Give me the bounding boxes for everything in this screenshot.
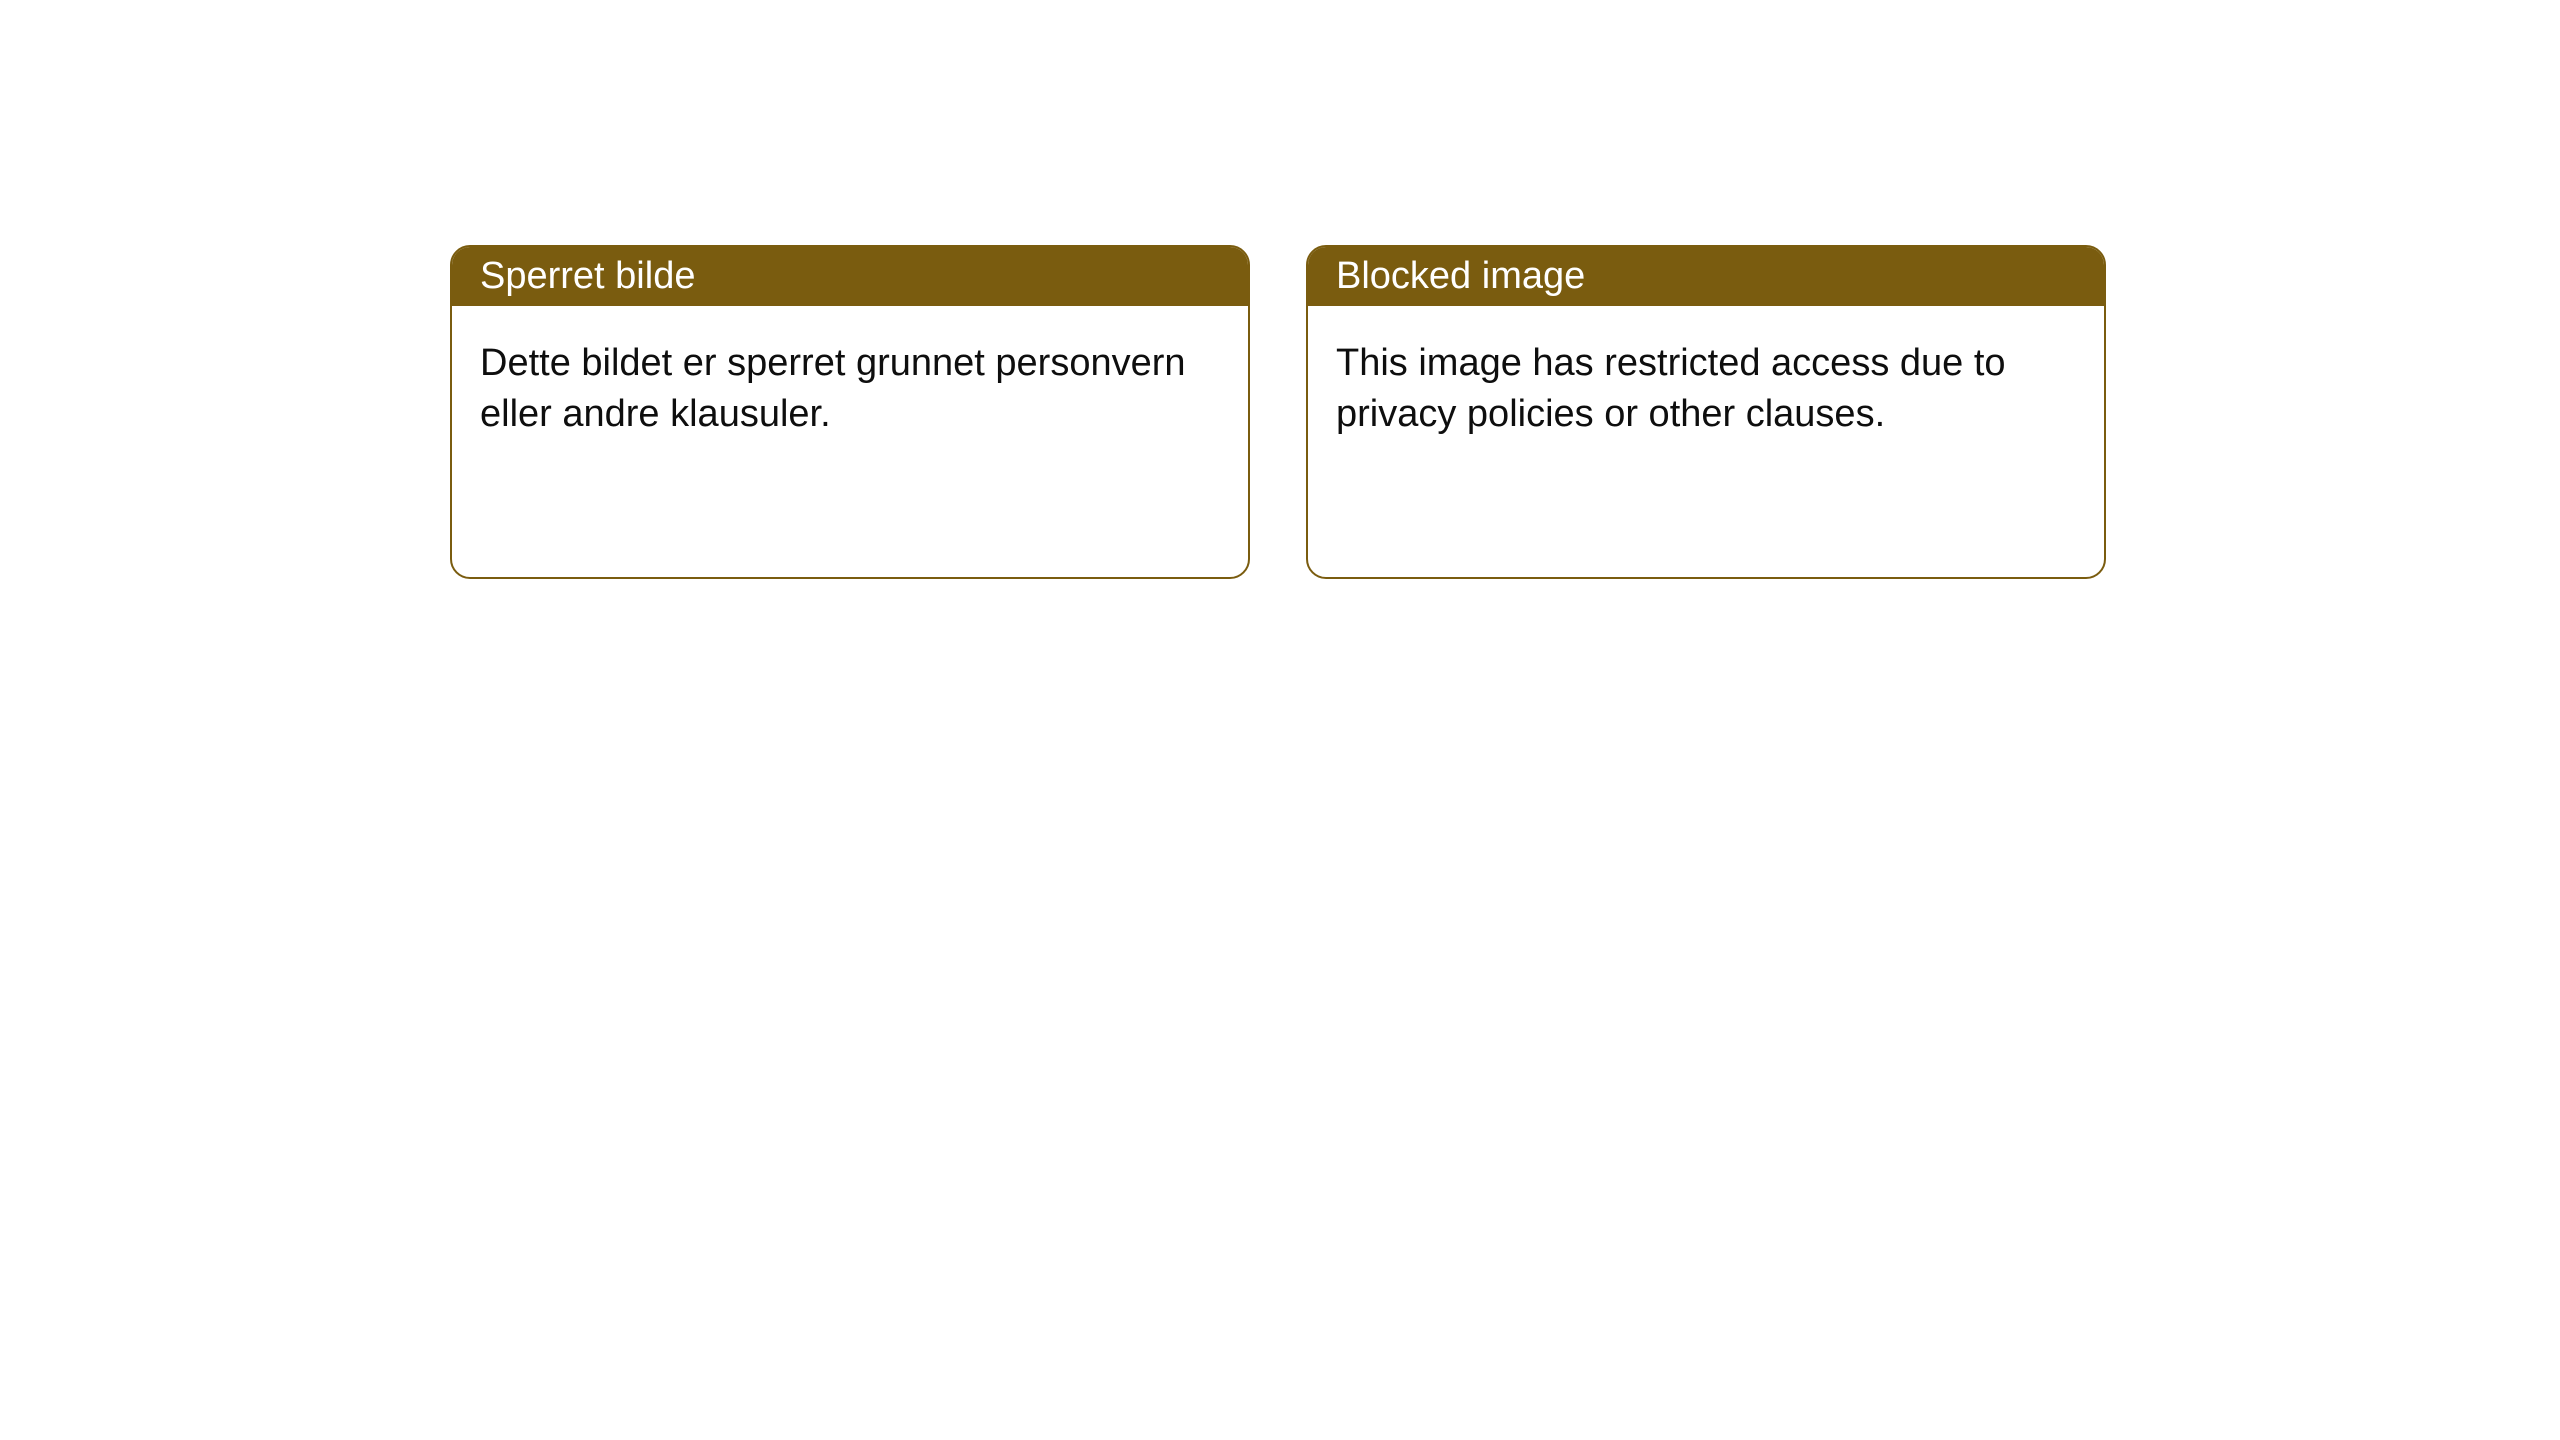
notice-body-english: This image has restricted access due to … [1308,306,2104,473]
notice-container: Sperret bilde Dette bildet er sperret gr… [450,245,2106,579]
notice-header-norwegian: Sperret bilde [452,247,1248,306]
notice-card-english: Blocked image This image has restricted … [1306,245,2106,579]
notice-card-norwegian: Sperret bilde Dette bildet er sperret gr… [450,245,1250,579]
notice-body-norwegian: Dette bildet er sperret grunnet personve… [452,306,1248,473]
notice-header-english: Blocked image [1308,247,2104,306]
